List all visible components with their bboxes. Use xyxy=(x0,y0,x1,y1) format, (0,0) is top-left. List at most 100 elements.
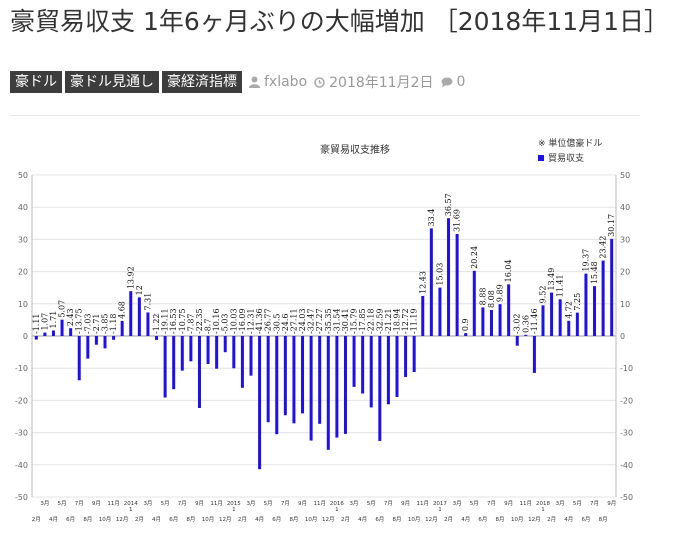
bar xyxy=(155,336,159,340)
bar xyxy=(361,336,365,394)
tag-aud-indicators[interactable]: 豪経済指標 xyxy=(162,71,242,93)
bar xyxy=(369,336,373,408)
data-label: -27.27 xyxy=(315,308,324,334)
data-label: -10.75 xyxy=(178,308,187,334)
data-label: -30.41 xyxy=(341,308,350,334)
x-tick-label: 12月 xyxy=(528,516,541,523)
x-tick-label: 2月 xyxy=(32,516,41,523)
x-tick-label: 6月 xyxy=(581,516,590,523)
data-label: -12.72 xyxy=(401,308,410,334)
data-label: 2.43 xyxy=(66,308,75,326)
data-label: 31.69 xyxy=(453,209,462,232)
comment-count[interactable]: 0 xyxy=(456,74,466,90)
y-tick-left: 20 xyxy=(18,268,28,277)
x-tick-label: 11月 xyxy=(210,500,223,507)
data-label: -1.22 xyxy=(152,313,161,334)
bar xyxy=(515,336,519,346)
comment-info: 0 xyxy=(441,74,466,90)
y-tick-right: 30 xyxy=(620,235,630,244)
data-label: -24.6 xyxy=(281,313,290,334)
y-tick-right: 50 xyxy=(620,171,630,180)
x-tick-label: 9月 xyxy=(92,500,101,507)
bar xyxy=(180,336,184,371)
data-label: 12 xyxy=(135,285,144,295)
bar xyxy=(412,336,416,373)
bar xyxy=(584,273,588,336)
data-label: -3.02 xyxy=(513,313,522,334)
x-tick-label: 12月 xyxy=(322,516,335,523)
x-tick-label: 3月 xyxy=(40,500,49,507)
bar xyxy=(77,336,81,381)
data-label: -22.35 xyxy=(195,308,204,334)
bar xyxy=(215,336,219,369)
x-tick-label: 2月 xyxy=(547,516,556,523)
bar xyxy=(112,336,116,340)
data-label: 5.07 xyxy=(58,300,67,318)
x-tick-label: 6月 xyxy=(375,516,384,523)
x-tick-label: 9月 xyxy=(298,500,307,507)
x-tick-label: 3月 xyxy=(556,500,565,507)
data-label: -5.03 xyxy=(221,313,230,334)
x-tick-label: 1 xyxy=(541,507,545,513)
bar xyxy=(532,336,536,373)
x-tick-label: 1 xyxy=(335,507,339,513)
x-tick-label: 8月 xyxy=(83,516,92,523)
data-label: 1.71 xyxy=(49,311,58,329)
data-label: -12.31 xyxy=(247,308,256,334)
bar xyxy=(593,286,597,336)
x-tick-label: 3月 xyxy=(350,500,359,507)
value-labels: -1.11 1.07 1.715.07 2.43 -13.75 -7.03 -2.71 -3.… xyxy=(32,193,616,334)
data-label: -19.11 xyxy=(161,308,170,334)
data-label: 4.72 xyxy=(564,301,573,319)
x-tick-label: 5月 xyxy=(264,500,273,507)
data-label: -17.85 xyxy=(358,308,367,334)
y-tick-left: 30 xyxy=(18,235,28,244)
data-label: -1.18 xyxy=(109,313,118,334)
x-tick-label: 1 xyxy=(232,507,236,513)
article-title: 豪貿易収支 1年6ヶ月ぶりの大幅増加 ［2018年11月1日］ xyxy=(10,7,670,36)
y-tick-left: 50 xyxy=(18,171,28,180)
data-label: -16.53 xyxy=(169,308,178,334)
x-tick-label: 2017 xyxy=(433,501,447,507)
y-tick-right: -10 xyxy=(620,364,633,373)
data-label: 0.36 xyxy=(521,315,530,333)
data-label: -3.85 xyxy=(101,313,110,334)
x-tick-label: 5月 xyxy=(573,500,582,507)
x-tick-label: 5月 xyxy=(161,500,170,507)
bar xyxy=(395,336,399,397)
data-label: 30.17 xyxy=(607,214,616,237)
x-tick-label: 2月 xyxy=(238,516,247,523)
bar xyxy=(507,284,511,336)
clock-icon xyxy=(314,76,325,88)
author-link[interactable]: fxlabo xyxy=(264,74,308,90)
x-tick-label: 4月 xyxy=(255,516,264,523)
data-label: 0.9 xyxy=(461,318,470,331)
x-tick-label: 7月 xyxy=(384,500,393,507)
bar xyxy=(541,305,545,336)
data-label: 1.07 xyxy=(40,313,49,331)
data-label: 7.31 xyxy=(143,293,152,311)
data-label: -26.77 xyxy=(264,308,273,334)
bar xyxy=(240,336,244,388)
bar xyxy=(137,297,141,336)
bar xyxy=(223,336,227,353)
bar xyxy=(498,304,502,336)
data-label: -8.7 xyxy=(204,319,213,334)
data-label: 9.52 xyxy=(539,286,548,304)
data-label: -35.35 xyxy=(324,308,333,334)
bar xyxy=(524,334,528,336)
bar xyxy=(447,218,451,336)
x-tick-label: 9月 xyxy=(504,500,513,507)
x-tick-label: 1 xyxy=(129,507,133,513)
bar xyxy=(43,332,47,336)
bar xyxy=(550,292,554,336)
bar xyxy=(438,287,442,336)
y-tick-right: -50 xyxy=(620,493,633,502)
data-label: 11.41 xyxy=(556,274,565,297)
bar xyxy=(318,336,322,424)
x-tick-label: 6月 xyxy=(66,516,75,523)
x-tick-label: 6月 xyxy=(169,516,178,523)
tag-aud[interactable]: 豪ドル xyxy=(10,71,62,93)
tag-aud-outlook[interactable]: 豪ドル見通し xyxy=(65,71,159,93)
